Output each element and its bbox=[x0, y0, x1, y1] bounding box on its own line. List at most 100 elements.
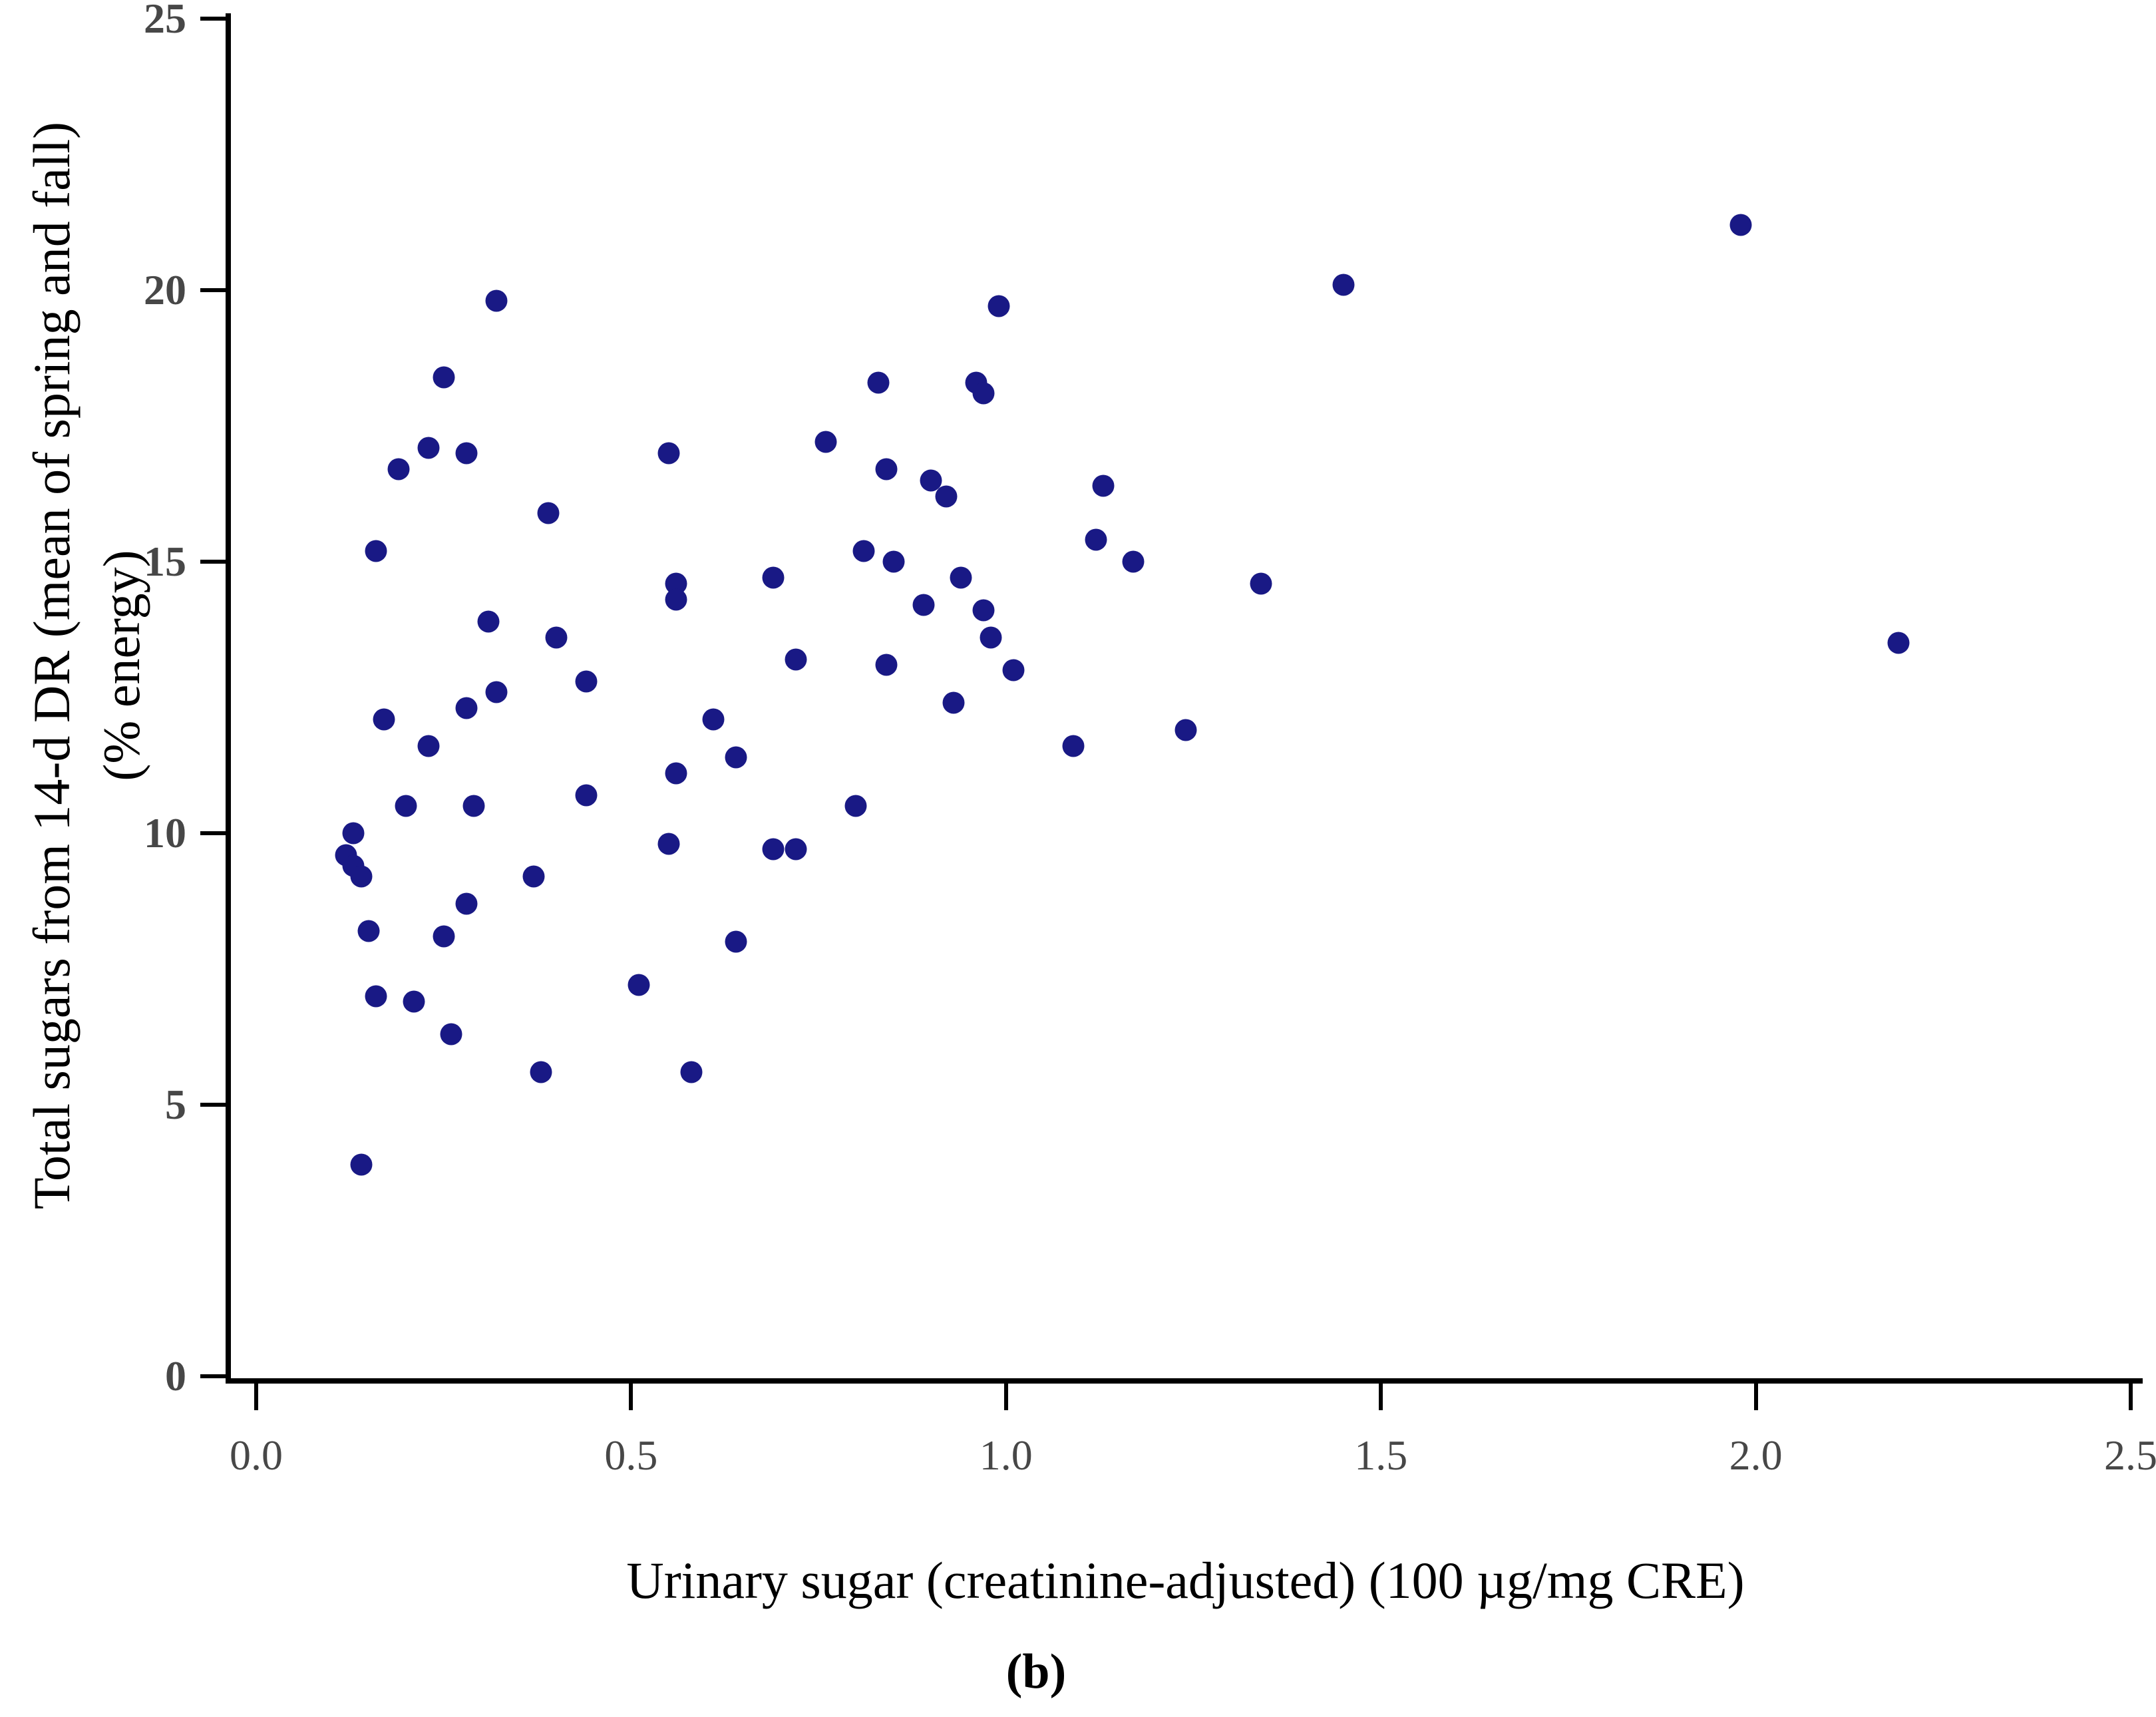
scatter-point bbox=[342, 822, 365, 845]
scatter-point bbox=[628, 974, 650, 996]
scatter-point bbox=[477, 610, 500, 633]
scatter-point bbox=[852, 540, 875, 562]
y-tick bbox=[200, 560, 228, 564]
scatter-point bbox=[814, 431, 837, 453]
x-tick bbox=[1753, 1384, 1758, 1410]
y-tick-label: 0 bbox=[165, 1352, 186, 1400]
y-tick bbox=[200, 1374, 228, 1378]
scatter-point bbox=[440, 1023, 462, 1046]
x-tick bbox=[1379, 1384, 1383, 1410]
scatter-point bbox=[455, 892, 477, 915]
scatter-point bbox=[357, 920, 380, 942]
scatter-point bbox=[702, 708, 725, 731]
scatter-point bbox=[575, 670, 598, 693]
x-tick-label: 1.0 bbox=[979, 1431, 1033, 1479]
scatter-point bbox=[417, 735, 440, 757]
y-tick-label: 10 bbox=[144, 809, 186, 857]
scatter-point bbox=[942, 691, 965, 714]
scatter-point bbox=[725, 930, 747, 953]
scatter-point bbox=[1174, 719, 1197, 741]
x-axis-title: Urinary sugar (creatinine-adjusted) (100… bbox=[626, 1551, 1745, 1609]
y-tick bbox=[200, 1103, 228, 1107]
scatter-point bbox=[365, 540, 387, 562]
y-axis-title: Total sugars from 14-d DR (mean of sprin… bbox=[7, 0, 166, 1398]
x-tick bbox=[254, 1384, 258, 1410]
scatter-point bbox=[844, 795, 867, 817]
scatter-point bbox=[785, 838, 807, 860]
scatter-point bbox=[1887, 632, 1910, 654]
scatter-point bbox=[1332, 274, 1355, 296]
y-axis-title-line2: (% energy) bbox=[92, 550, 150, 781]
scatter-point bbox=[912, 594, 935, 616]
y-tick-label: 15 bbox=[144, 538, 186, 585]
x-tick bbox=[2129, 1384, 2133, 1410]
scatter-point bbox=[882, 550, 905, 573]
y-axis-title-line1: Total sugars from 14-d DR (mean of sprin… bbox=[22, 121, 81, 1210]
scatter-point bbox=[350, 1153, 373, 1176]
scatter-point bbox=[1085, 528, 1107, 551]
x-tick-label: 2.0 bbox=[1729, 1431, 1783, 1479]
x-tick-label: 0.5 bbox=[604, 1431, 658, 1479]
scatter-point bbox=[433, 366, 455, 389]
scatter-point bbox=[950, 566, 972, 589]
y-tick-label: 20 bbox=[144, 266, 186, 313]
scatter-point bbox=[972, 599, 995, 622]
scatter-point bbox=[522, 865, 545, 888]
scatter-point bbox=[867, 371, 890, 394]
x-tick bbox=[629, 1384, 633, 1410]
scatter-point bbox=[875, 458, 897, 480]
scatter-point bbox=[875, 654, 897, 676]
scatter-point bbox=[665, 762, 687, 785]
x-tick-labels: 0.0 0.5 1.0 1.5 2.0 2.5 bbox=[230, 1431, 2156, 1491]
y-tick-label: 25 bbox=[144, 0, 186, 42]
scatter-point bbox=[980, 626, 1002, 649]
scatter-point bbox=[762, 838, 785, 860]
scatter-point bbox=[785, 648, 807, 671]
x-tick-label: 0.0 bbox=[230, 1431, 283, 1479]
scatter-point bbox=[935, 485, 958, 508]
scatter-point bbox=[1092, 475, 1115, 497]
scatter-point bbox=[417, 437, 440, 459]
scatter-point bbox=[433, 925, 455, 948]
scatter-point bbox=[680, 1061, 703, 1083]
scatter-point bbox=[373, 708, 395, 731]
scatter-point bbox=[462, 795, 485, 817]
scatter-point bbox=[530, 1061, 552, 1083]
y-tick bbox=[200, 288, 228, 292]
scatter-point bbox=[403, 990, 425, 1013]
scatter-point bbox=[657, 833, 680, 855]
scatter-point bbox=[350, 865, 373, 888]
scatter-point bbox=[365, 985, 387, 1008]
scatter-point bbox=[455, 442, 477, 465]
scatter-point bbox=[988, 295, 1010, 317]
plot-data-layer bbox=[256, 19, 2131, 1376]
y-tick-label: 5 bbox=[165, 1081, 186, 1128]
scatter-point bbox=[1729, 214, 1752, 236]
x-tick bbox=[1003, 1384, 1008, 1410]
scatter-point bbox=[665, 588, 687, 611]
scatter-point bbox=[395, 795, 417, 817]
x-axis-line bbox=[226, 1378, 2143, 1384]
y-tick bbox=[200, 831, 228, 835]
scatter-point bbox=[485, 681, 508, 703]
scatter-point bbox=[1002, 659, 1025, 681]
y-axis-line bbox=[226, 13, 231, 1384]
scatter-point bbox=[485, 289, 508, 312]
scatter-point bbox=[537, 502, 560, 524]
scatter-point bbox=[455, 697, 477, 719]
x-tick-marks bbox=[254, 1384, 2133, 1410]
scatter-point bbox=[545, 626, 568, 649]
x-tick-label: 2.5 bbox=[2104, 1431, 2156, 1479]
scatter-point bbox=[1062, 735, 1085, 757]
y-tick-labels: 0 5 10 15 20 25 bbox=[20, 0, 186, 1400]
scatter-point bbox=[387, 458, 410, 480]
scatter-point bbox=[657, 442, 680, 465]
y-tick bbox=[200, 17, 228, 21]
scatter-point bbox=[1122, 550, 1145, 573]
scatter-point bbox=[762, 566, 785, 589]
scatter-point bbox=[1250, 572, 1272, 595]
scatter-point bbox=[725, 746, 747, 769]
scatter-point bbox=[972, 382, 995, 405]
figure-caption: (b) bbox=[1005, 1644, 1067, 1699]
